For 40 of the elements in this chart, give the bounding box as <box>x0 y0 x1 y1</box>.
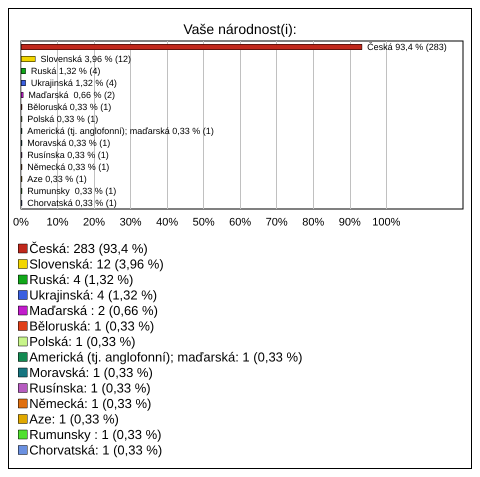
data-label: Aze 0,33 % (1) <box>27 174 87 184</box>
data-label: Běloruská 0,33 % (1) <box>27 102 112 112</box>
chart-title: Vaše národnost(i): <box>183 21 297 37</box>
legend-label: Aze: 1 (0,33 %) <box>29 412 119 426</box>
x-tick-label: 30% <box>120 216 142 228</box>
legend-label: Rusínska: 1 (0,33 %) <box>29 380 151 396</box>
x-tick-label: 60% <box>229 216 252 228</box>
data-label: Ukrajinská 1,32 % (4) <box>30 78 117 88</box>
legend-label: Chorvatská: 1 (0,33 %) <box>29 442 162 458</box>
legend-label: Polská: 1 (0,33 %) <box>29 334 136 349</box>
data-label: Maďarská 0,66 % (2) <box>28 90 115 100</box>
data-label: Rumunsky 0,33 % (1) <box>27 186 116 196</box>
x-tick-label: 70% <box>266 216 288 228</box>
legend-label: Německá: 1 (0,33 %) <box>29 396 152 411</box>
legend-label: Maďarská : 2 (0,66 %) <box>29 303 158 318</box>
x-tick-label: 50% <box>192 216 215 228</box>
data-label: Ruská 1,32 % (4) <box>30 66 100 76</box>
x-tick-label: 10% <box>46 216 69 228</box>
x-tick-label: 80% <box>302 216 324 228</box>
legend-label: Rumunsky : 1 (0,33 %) <box>29 427 162 442</box>
data-label: Moravská 0,33 % (1) <box>27 138 110 148</box>
x-tick-label: 40% <box>156 216 178 228</box>
legend-label: Moravská: 1 (0,33 %) <box>29 365 153 380</box>
x-tick-label: 0% <box>13 216 30 228</box>
data-label: Polská 0,33 % (1) <box>27 114 98 124</box>
legend-label: Běloruská: 1 (0,33 %) <box>29 318 154 334</box>
legend-label: Česká: 283 (93,4 %) <box>29 241 148 256</box>
x-tick-label: 20% <box>83 216 106 228</box>
legend-label: Slovenská: 12 (3,96 %) <box>29 256 164 272</box>
x-tick-label: 90% <box>338 216 361 228</box>
data-label: Rusínska 0,33 % (1) <box>27 150 109 160</box>
data-label: Německá 0,33 % (1) <box>27 162 110 172</box>
legend-label: Ruská: 4 (1,32 %) <box>29 272 134 287</box>
legend-label: Americká (tj. anglofonní); maďarská: 1 (0,33 %) <box>29 350 302 364</box>
data-label: Americká (tj. anglofonní); maďarská 0,33 % (1) <box>27 126 214 136</box>
x-tick-label: 100% <box>372 216 401 228</box>
legend-label: Ukrajinská: 4 (1,32 %) <box>29 288 158 302</box>
data-label: Česká 93,4 % (283) <box>367 42 447 52</box>
data-label: Chorvatská 0,33 % (1) <box>27 198 117 208</box>
data-label: Slovenská 3,96 % (12) <box>40 54 132 64</box>
